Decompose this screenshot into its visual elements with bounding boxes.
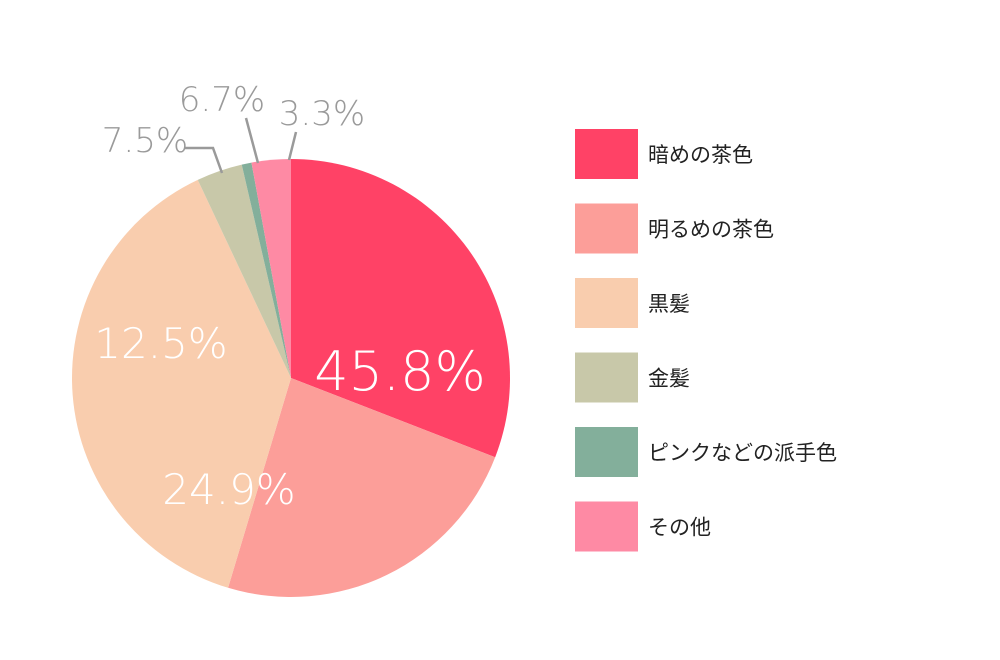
data-label-slice-3: 12.5%	[94, 319, 227, 368]
pie-slice-3	[71, 179, 291, 588]
pie-slice-5	[241, 162, 291, 378]
pie-slices	[71, 159, 511, 597]
pie-slice-1	[291, 159, 511, 458]
legend-item-slice-5: ピンクなどの派手色	[575, 427, 837, 477]
pie-slice-2	[228, 378, 496, 597]
leader-line-slice-4	[185, 146, 224, 174]
data-label-slice-2: 24.9%	[162, 465, 295, 514]
legend-swatch-slice-2	[575, 203, 638, 254]
data-label-slice-6: 3.3%	[279, 94, 365, 134]
data-label-slice-1: 45.8%	[314, 340, 486, 403]
legend-swatch-slice-4	[575, 352, 638, 403]
legend-item-slice-3: 黒髪	[575, 278, 690, 328]
legend-label-slice-2: 明るめの茶色	[648, 218, 774, 242]
legend-label-slice-3: 黒髪	[648, 292, 690, 316]
legend-item-slice-4: 金髪	[575, 352, 690, 403]
legend-swatch-slice-5	[575, 427, 638, 477]
legend-item-slice-1: 暗めの茶色	[575, 129, 753, 179]
legend-item-slice-6: その他	[575, 501, 711, 552]
data-label-slice-5: 6.7%	[179, 80, 265, 120]
leader-line-slice-5	[244, 117, 260, 164]
leader-lines	[185, 117, 298, 174]
legend-label-slice-5: ピンクなどの派手色	[648, 441, 837, 465]
legend-label-slice-1: 暗めの茶色	[648, 143, 753, 167]
legend-item-slice-2: 明るめの茶色	[575, 203, 774, 254]
legend-label-slice-6: その他	[648, 516, 711, 540]
pie-slice-6	[251, 159, 291, 378]
legend-label-slice-4: 金髪	[648, 367, 690, 391]
legend-swatch-slice-6	[575, 501, 638, 552]
leader-line-slice-6	[287, 131, 298, 161]
data-label-slice-4: 7.5%	[102, 121, 188, 161]
slice-labels: 45.8% 24.9% 12.5% 7.5%6.7% 3.3%	[94, 80, 485, 514]
pie-slice-4	[197, 164, 291, 378]
legend-swatch-slice-1	[575, 129, 638, 179]
legend-swatch-slice-3	[575, 278, 638, 328]
